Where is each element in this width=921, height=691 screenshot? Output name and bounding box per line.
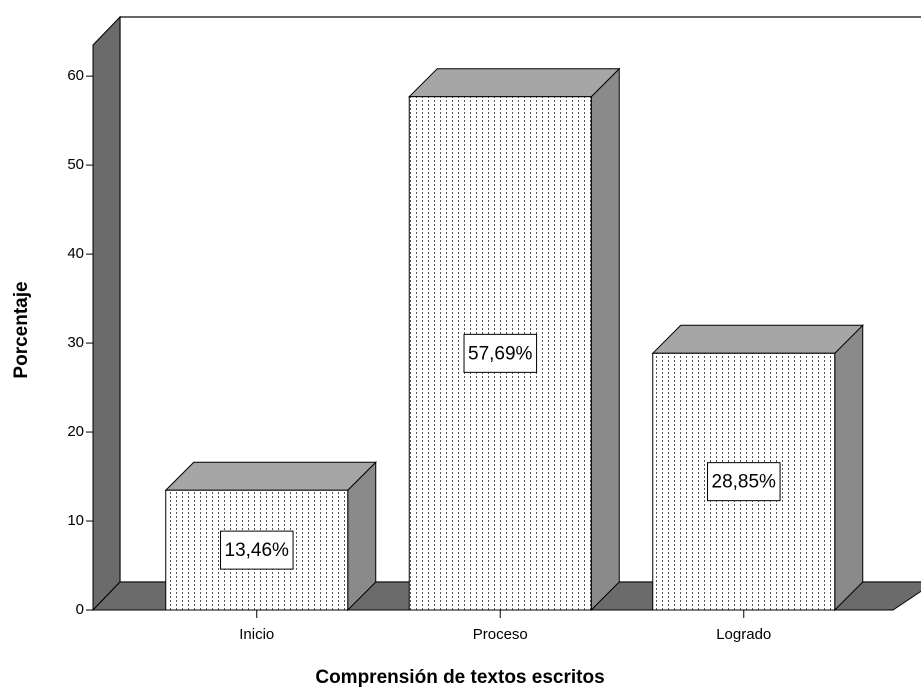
value-label: 57,69% (468, 343, 533, 364)
value-label-box (463, 333, 538, 373)
bar-side (834, 324, 864, 612)
y-tick-label: 20 (67, 423, 84, 440)
y-tick-label: 60 (67, 67, 84, 84)
bar-top (651, 324, 864, 354)
value-label-box (220, 530, 294, 570)
y-tick-label: 10 (67, 512, 84, 529)
y-tick-label: 40 (67, 245, 84, 262)
left-wall (92, 15, 121, 612)
bar-side (590, 67, 620, 612)
y-tick-label: 50 (67, 156, 84, 173)
x-axis-title: Comprensión de textos escritos (315, 667, 604, 688)
x-tick-label: Logrado (716, 626, 771, 643)
value-label-box (707, 462, 781, 502)
x-tick-label: Proceso (473, 626, 528, 643)
value-label: 13,46% (225, 540, 290, 561)
y-axis-title: Porcentaje (11, 281, 32, 378)
x-tick-label: Inicio (239, 626, 274, 643)
y-tick-label: 0 (76, 601, 84, 618)
bar-top (164, 461, 377, 491)
bar-top (408, 68, 621, 98)
value-label: 28,85% (712, 472, 777, 493)
y-tick-label: 30 (67, 334, 84, 351)
